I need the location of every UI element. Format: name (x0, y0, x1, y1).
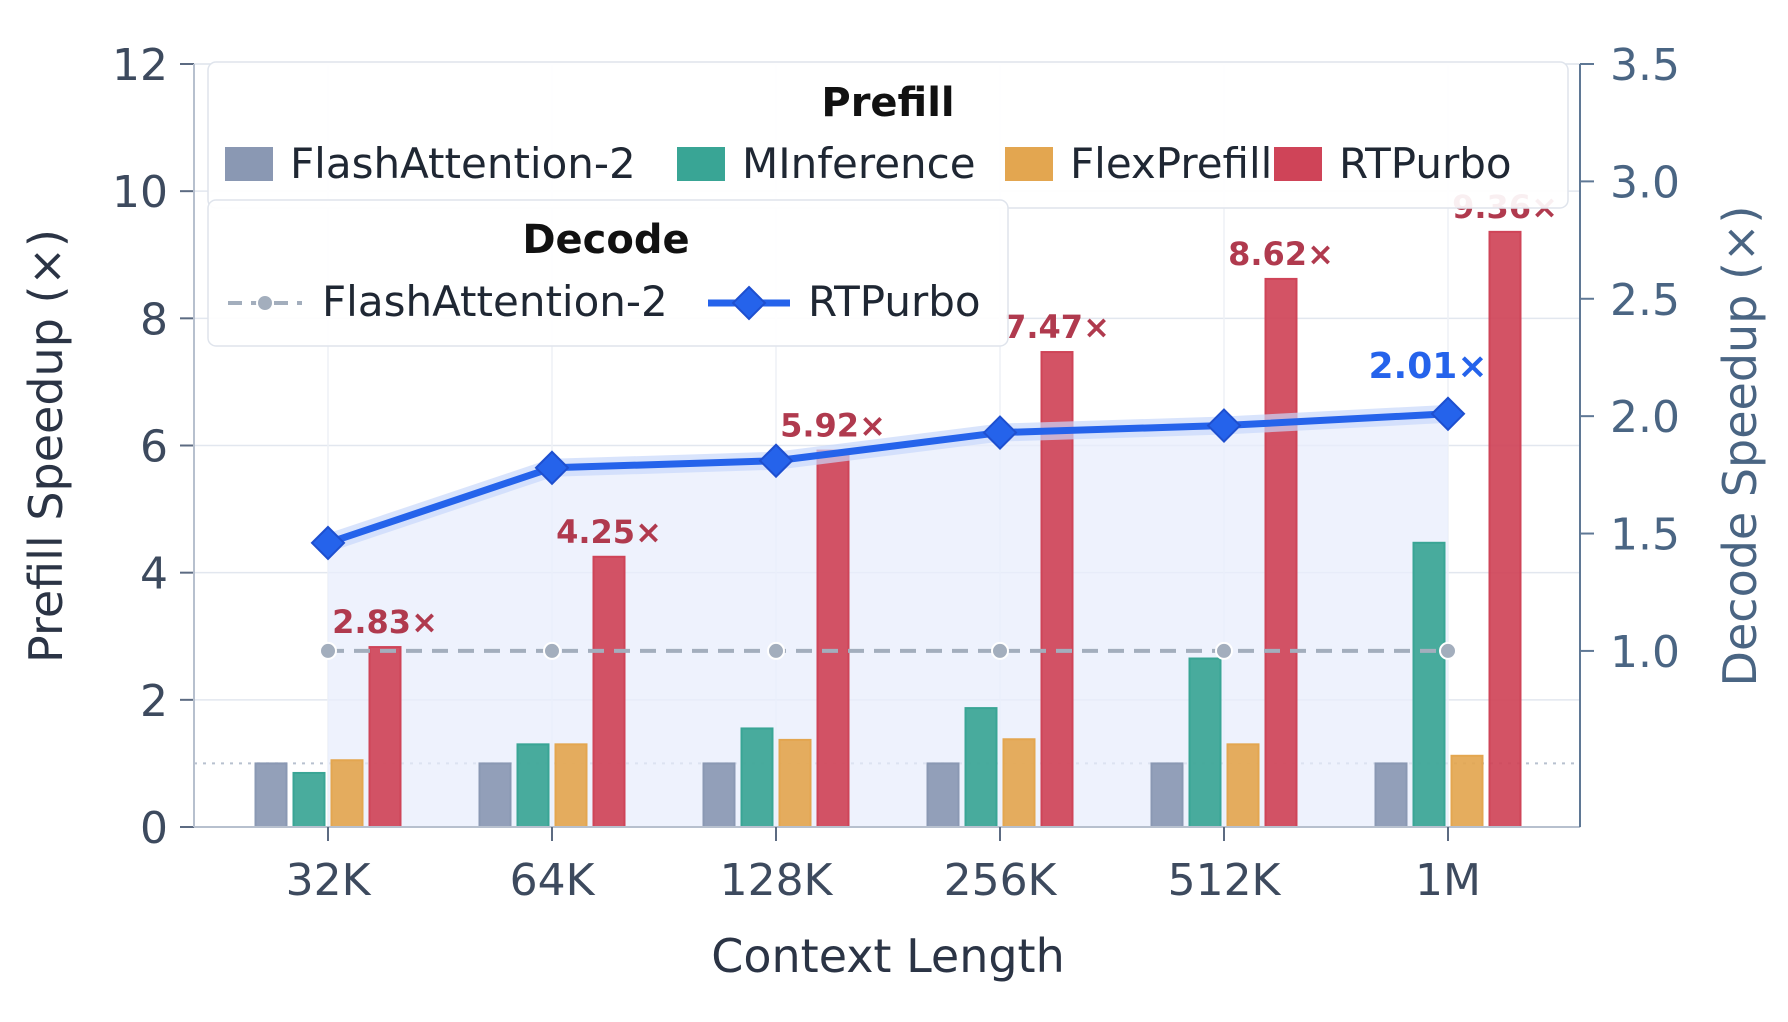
y2-tick-label: 3.5 (1610, 40, 1680, 91)
legend-prefill-title: Prefill (821, 80, 954, 126)
y-tick-label: 0 (140, 803, 168, 854)
bar-flexprefill (1226, 743, 1260, 829)
decode-rtpurbo-line (326, 410, 1449, 547)
bar-flashattention-2 (926, 762, 960, 829)
bar-minference (1188, 657, 1222, 828)
decode-rtpurbo-marker (758, 443, 794, 479)
bar-flashattention-2 (478, 762, 512, 829)
x-tick-label: 512K (1168, 855, 1282, 906)
y-tick-label: 12 (112, 40, 168, 91)
decode-flashattention-marker (1215, 641, 1233, 660)
legend-label: RTPurbo (1339, 139, 1512, 188)
decode-rtpurbo-marker (1206, 408, 1242, 443)
y-tick-label: 2 (140, 676, 168, 727)
bar-flexprefill (1450, 754, 1484, 829)
decode-flashattention-marker (543, 641, 561, 660)
legend-swatch (225, 147, 273, 181)
bar-minference (1412, 541, 1446, 828)
bar-minference (740, 727, 774, 829)
x-axis-label: Context Length (711, 929, 1065, 983)
bar-minference (292, 771, 326, 828)
y-tick-label: 4 (140, 549, 168, 600)
y2-tick-label: 2.5 (1610, 275, 1680, 326)
bar-value-label: 4.25× (556, 513, 662, 551)
y2-tick-label: 1.5 (1610, 510, 1680, 561)
x-tick-label: 1M (1415, 855, 1481, 906)
legend-label: FlashAttention-2 (290, 139, 636, 188)
decode-value-label: 2.01× (1369, 346, 1488, 387)
decode-flashattention-marker (991, 641, 1009, 660)
bar-rtpurbo (1488, 230, 1522, 829)
bar-value-label: 5.92× (780, 407, 886, 445)
bar-flexprefill (330, 759, 364, 828)
y2-tick-label: 1.0 (1610, 627, 1680, 678)
bar-rtpurbo (592, 555, 626, 828)
axis-layer: 0 2 4 6 8 10 12 32K 64K 128K 256K 512K 1M 1.0 1.5 2.0 2.… (112, 40, 1680, 906)
legend-label: FlashAttention-2 (322, 277, 668, 326)
decode-line-layer (310, 396, 1466, 660)
bar-rtpurbo (1264, 277, 1298, 828)
legend: Prefill FlashAttention-2 MInference FlexPre… (207, 61, 1569, 347)
y-tick-label: 8 (140, 294, 168, 345)
bar-flexprefill (1002, 738, 1036, 829)
decode-rtpurbo-marker (534, 450, 570, 486)
decode-rtpurbo-marker (982, 415, 1018, 451)
bar-flashattention-2 (254, 762, 288, 829)
legend-decode-marker (731, 285, 767, 321)
bar-value-label: 8.62× (1228, 235, 1334, 273)
y2-tick-label: 2.0 (1610, 392, 1680, 443)
legend-swatch (1005, 147, 1053, 181)
legend-decode-marker (256, 294, 274, 312)
bar-minference (516, 743, 550, 829)
bar-value-label: 7.47× (1004, 308, 1110, 346)
decode-flashattention-marker (319, 641, 337, 660)
y2-axis-label: Decode Speedup (×) (1713, 206, 1767, 687)
bar-flexprefill (554, 743, 588, 829)
legend-label: MInference (742, 139, 976, 188)
legend-decode-box (207, 199, 1009, 347)
bar-flexprefill (778, 738, 812, 828)
bar-rtpurbo (368, 646, 402, 828)
bar-value-label: 2.83× (332, 603, 438, 641)
legend-swatch (1274, 147, 1322, 181)
decode-flashattention-marker (1439, 641, 1457, 660)
bar-flashattention-2 (702, 762, 736, 829)
y2-tick-label: 3.0 (1610, 157, 1680, 208)
x-tick-label: 64K (510, 855, 596, 906)
y-axis-label: Prefill Speedup (×) (19, 229, 73, 663)
y-tick-label: 10 (112, 167, 168, 218)
bar-rtpurbo (816, 449, 850, 828)
y-tick-label: 6 (140, 422, 168, 473)
legend-label: RTPurbo (808, 277, 981, 326)
decode-flashattention-marker (767, 641, 785, 660)
legend-decode-title: Decode (522, 217, 689, 263)
decode-rtpurbo-marker (310, 525, 346, 561)
legend-label: FlexPrefill (1070, 139, 1272, 188)
decode-rtpurbo-marker (1430, 396, 1466, 432)
x-tick-label: 256K (944, 855, 1058, 906)
bar-flashattention-2 (1150, 762, 1184, 829)
x-tick-label: 128K (720, 855, 834, 906)
bar-minference (964, 707, 998, 829)
legend-swatch (677, 147, 725, 181)
bar-flashattention-2 (1374, 762, 1408, 829)
bar-layer (254, 230, 1522, 829)
x-tick-label: 32K (286, 855, 372, 906)
